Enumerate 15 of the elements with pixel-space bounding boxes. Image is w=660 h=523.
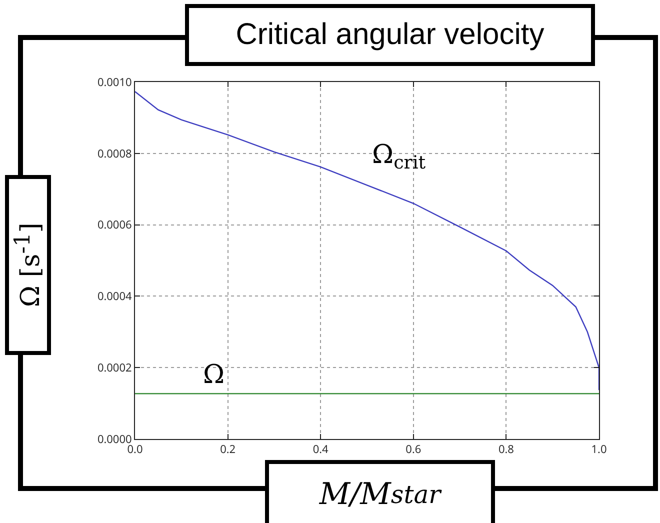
annotation: Ω$_{crit}$: [372, 140, 426, 174]
y-tick-label: 0.0010: [97, 74, 132, 90]
annotation: Ω: [203, 360, 225, 390]
x-tick-label: 0.6: [406, 442, 422, 458]
y-tick-label: 0.0002: [97, 360, 132, 376]
chart-title: Critical angular velocity: [185, 4, 595, 66]
x-tick-label: 0.8: [498, 442, 514, 458]
y-tick-label: 0.0004: [97, 289, 133, 304]
line-series: [135, 91, 599, 391]
x-tick-label: 0.4: [312, 442, 330, 458]
y-tick-label: 0.0008: [97, 146, 132, 162]
x-tick-label: 0.0: [127, 442, 143, 458]
y-tick-label: 0.0006: [97, 218, 132, 233]
x-tick-label: 0.2: [220, 442, 236, 458]
x-tick-label: 1.0: [591, 442, 607, 458]
